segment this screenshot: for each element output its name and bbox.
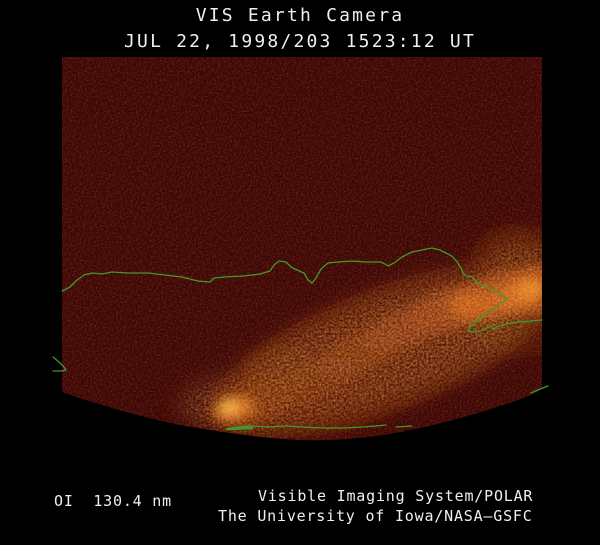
- credit-line-2: The University of Iowa/NASA—GSFC: [218, 507, 533, 525]
- coastline-bottom-thick: [226, 426, 254, 431]
- page-title: VIS Earth Camera: [195, 5, 405, 26]
- credit-line-1: Visible Imaging System/POLAR: [258, 487, 534, 505]
- coastline-overlay: [52, 247, 549, 431]
- timestamp: JUL 22, 1998/203 1523:12 UT: [124, 31, 476, 52]
- aurora-band: [62, 57, 542, 441]
- coastline-bottom-dash: [395, 425, 413, 428]
- coastline-right-dash: [530, 385, 549, 394]
- coastline-main: [61, 247, 543, 333]
- coastline-left-hook: [52, 356, 67, 372]
- coastline-bottom: [225, 424, 387, 430]
- wavelength-label: OI 130.4 nm: [54, 492, 172, 510]
